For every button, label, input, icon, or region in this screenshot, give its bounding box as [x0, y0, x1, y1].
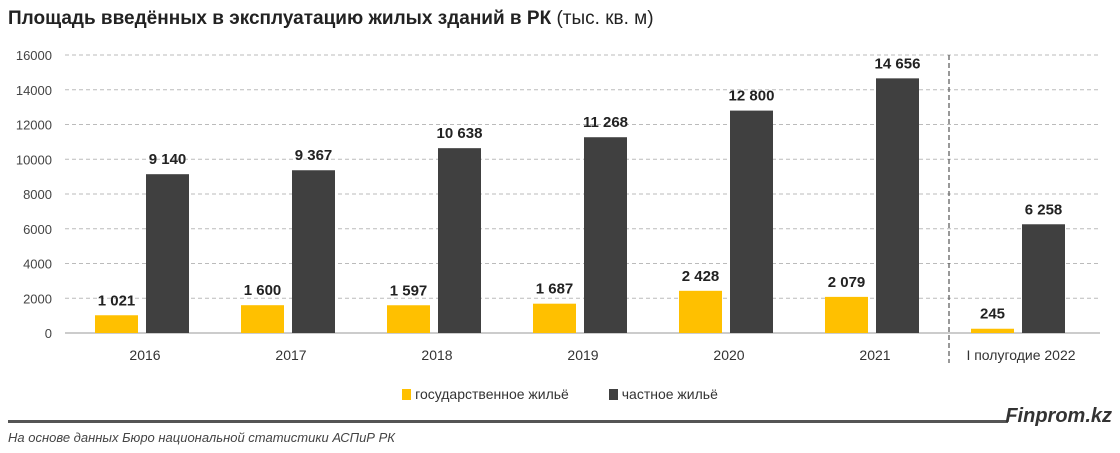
- x-tick-label: I полугодие 2022: [966, 347, 1075, 363]
- data-label: 9 367: [295, 147, 333, 164]
- data-label: 245: [980, 306, 1005, 323]
- bar-private: [1022, 224, 1065, 333]
- data-label: 1 021: [98, 292, 136, 309]
- data-label: 12 800: [729, 88, 775, 105]
- bar-private: [292, 170, 335, 333]
- data-label: 9 140: [149, 151, 187, 168]
- x-tick-label: 2016: [129, 347, 160, 363]
- x-tick-label: 2019: [567, 347, 598, 363]
- bar-private: [584, 137, 627, 333]
- bar-gov: [679, 290, 722, 333]
- bar-gov: [95, 315, 138, 333]
- data-label: 2 428: [682, 268, 720, 285]
- bar-gov: [241, 305, 284, 333]
- y-tick-label: 0: [45, 326, 52, 341]
- x-tick-label: 2018: [421, 347, 452, 363]
- x-tick-label: 2020: [713, 347, 744, 363]
- x-tick-label: 2017: [275, 347, 306, 363]
- data-label: 11 268: [583, 114, 628, 131]
- bar-gov: [971, 328, 1014, 333]
- legend-swatch: [402, 389, 412, 400]
- legend-item-gov: государственное жильё: [402, 386, 569, 402]
- bar-private: [876, 78, 919, 334]
- data-label: 10 638: [437, 125, 483, 142]
- data-label: 1 600: [244, 282, 282, 299]
- footer-divider: [8, 420, 1008, 423]
- bar-gov: [533, 303, 576, 333]
- data-label: 1 687: [536, 281, 574, 298]
- legend-swatch: [608, 389, 618, 400]
- y-tick-label: 8000: [23, 187, 52, 202]
- y-tick-label: 12000: [16, 118, 52, 133]
- bar-private: [730, 110, 773, 333]
- source-note: На основе данных Бюро национальной стати…: [8, 430, 395, 445]
- y-tick-label: 14000: [16, 83, 52, 98]
- bar-gov: [387, 305, 430, 333]
- y-tick-label: 6000: [23, 222, 52, 237]
- legend-item-private: частное жильё: [608, 386, 718, 402]
- bar-gov: [825, 296, 868, 333]
- brand-logo: Finprom.kz: [1005, 405, 1112, 427]
- data-label: 2 079: [828, 274, 866, 291]
- chart-title: Площадь введённых в эксплуатацию жилых з…: [8, 8, 654, 29]
- y-tick-label: 10000: [16, 152, 52, 167]
- y-tick-label: 16000: [16, 48, 52, 63]
- bar-private: [146, 174, 189, 333]
- data-label: 1 597: [390, 282, 428, 299]
- data-label: 14 656: [875, 55, 921, 72]
- bar-private: [438, 148, 481, 333]
- y-tick-label: 4000: [23, 257, 52, 272]
- x-tick-label: 2021: [859, 347, 890, 363]
- legend: государственное жильё частное жильё: [0, 386, 1120, 402]
- data-label: 6 258: [1025, 201, 1063, 218]
- y-tick-label: 2000: [23, 291, 52, 306]
